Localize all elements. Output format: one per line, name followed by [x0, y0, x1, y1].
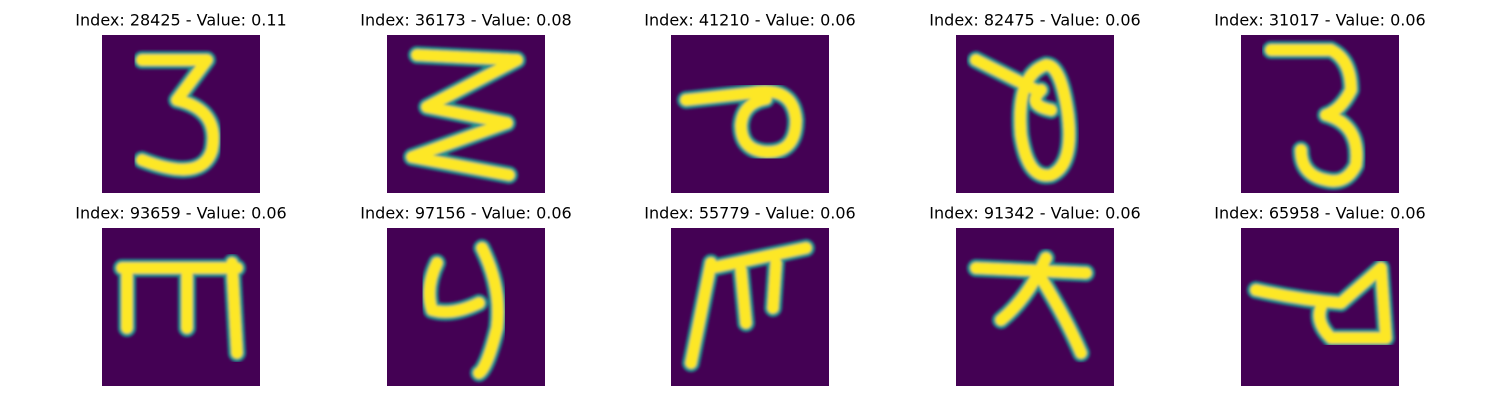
image-panel	[102, 35, 260, 193]
glyph	[967, 51, 1079, 185]
panel-title: Index: 65958 - Value: 0.06	[1214, 204, 1425, 223]
glyph	[113, 254, 246, 362]
image-panel	[956, 228, 1114, 386]
glyph-core	[116, 257, 243, 359]
glyph-core	[680, 86, 802, 158]
image-panel	[956, 35, 1114, 193]
panel-title: Index: 41210 - Value: 0.06	[644, 11, 855, 30]
image-panel	[671, 35, 829, 193]
glyph-core	[406, 49, 523, 181]
panel-title: Index: 31017 - Value: 0.06	[1214, 11, 1425, 30]
glyph	[967, 249, 1095, 362]
glyph-core	[1250, 262, 1392, 344]
image-panel	[387, 35, 545, 193]
panel-title: Index: 91342 - Value: 0.06	[929, 204, 1140, 223]
glyph-core	[685, 242, 812, 369]
image-panel	[1241, 228, 1399, 386]
panel-title: Index: 97156 - Value: 0.06	[360, 204, 571, 223]
glyph	[1247, 259, 1395, 347]
panel-title: Index: 36173 - Value: 0.08	[360, 11, 571, 30]
image-background	[956, 228, 1114, 386]
glyph-core	[1265, 44, 1363, 187]
glyph	[1262, 41, 1366, 190]
glyph	[677, 82, 805, 161]
glyph	[682, 239, 815, 372]
panel-title: Index: 55779 - Value: 0.06	[644, 204, 855, 223]
glyph-core	[970, 54, 1075, 181]
image-panel	[671, 228, 829, 386]
panel-title: Index: 93659 - Value: 0.06	[75, 204, 286, 223]
image-panel	[1241, 35, 1399, 193]
glyph-core	[136, 54, 219, 175]
glyph-core	[970, 252, 1092, 359]
panel-title: Index: 82475 - Value: 0.06	[929, 11, 1140, 30]
glyph	[133, 51, 223, 179]
glyph	[420, 239, 507, 382]
glyph	[403, 46, 526, 184]
image-panel	[387, 228, 545, 386]
image-panel	[102, 228, 260, 386]
panel-title: Index: 28425 - Value: 0.11	[75, 11, 286, 30]
glyph-core	[423, 242, 504, 379]
